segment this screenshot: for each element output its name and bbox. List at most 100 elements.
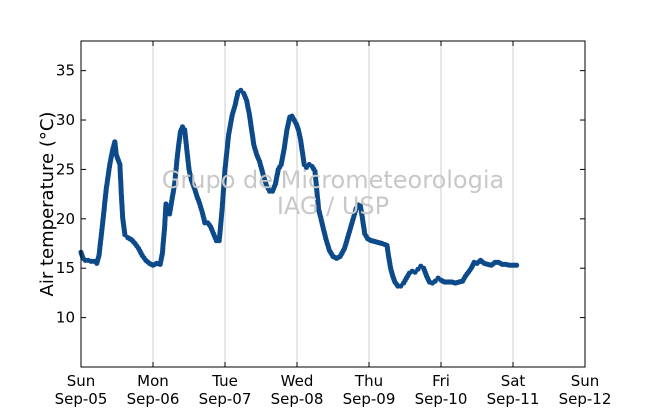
x-axis-ticks: SunSep-05MonSep-06TueSep-07WedSep-08ThuS…	[55, 41, 612, 408]
data-point-interp	[120, 214, 126, 220]
data-point-interp	[168, 200, 174, 206]
data-point-interp	[127, 236, 133, 242]
data-point-interp	[319, 219, 325, 225]
data-point-interp	[345, 233, 351, 239]
data-point-interp	[260, 172, 266, 178]
x-tick-label-date: Sep-10	[415, 390, 468, 408]
data-point-interp	[299, 149, 306, 156]
data-point-interp	[186, 164, 192, 170]
data-point-interp	[297, 134, 303, 140]
data-point-interp	[405, 273, 411, 279]
data-point-interp	[95, 254, 102, 260]
y-tick-label: 20	[56, 210, 75, 228]
data-point-interp	[476, 259, 482, 265]
data-point-interp	[464, 271, 470, 277]
data-point-interp	[246, 110, 252, 116]
data-points	[78, 87, 520, 289]
y-tick-label: 15	[56, 259, 75, 277]
data-point-interp	[115, 156, 121, 162]
data-point-interp	[134, 243, 140, 249]
data-point-interp	[508, 262, 514, 268]
data-point-interp	[159, 253, 165, 259]
data-point-interp	[361, 228, 367, 235]
x-tick-label-day: Sat	[501, 372, 526, 390]
data-point-interp	[193, 191, 199, 197]
data-point-interp	[322, 233, 328, 240]
data-point-interp	[103, 188, 109, 194]
data-point-interp	[206, 222, 212, 228]
data-point-interp	[290, 115, 296, 121]
data-point-interp	[315, 204, 321, 210]
data-point-interp	[391, 277, 397, 283]
x-tick-label-day: Fri	[432, 372, 450, 390]
data-point-interp	[311, 166, 317, 172]
watermark: Grupo de Micrometeorologia IAG / USP	[162, 166, 504, 220]
y-tick-label: 35	[56, 62, 75, 80]
data-point-interp	[164, 203, 170, 210]
y-axis-title: Air temperature (°C)	[37, 112, 58, 297]
x-tick-label-date: Sep-08	[271, 390, 324, 408]
data-point-interp	[178, 126, 184, 132]
data-point-interp	[209, 228, 216, 234]
data-point-interp	[363, 233, 369, 239]
data-point-interp	[295, 125, 301, 131]
data-point-interp	[190, 182, 196, 188]
data-point-interp	[281, 149, 287, 155]
data-point-interp	[263, 181, 269, 187]
data-point-interp	[301, 159, 307, 165]
data-point-interp	[377, 240, 383, 246]
data-point-interp	[467, 267, 473, 273]
data-point-interp	[389, 271, 395, 277]
data-point-interp	[326, 245, 332, 251]
data-point-interp	[116, 159, 122, 166]
data-point-interp	[161, 228, 167, 234]
data-point-interp	[461, 276, 467, 282]
data-point-interp	[292, 119, 298, 125]
data-point-interp	[423, 271, 429, 277]
data-point-interp	[256, 156, 262, 162]
y-axis-ticks: 10 15 20 25 30 35	[56, 62, 585, 327]
data-point-interp	[130, 238, 136, 245]
data-point-interp	[512, 262, 518, 268]
data-point-interp	[248, 125, 254, 131]
x-tick-label-date: Sep-12	[559, 390, 612, 408]
data-point-interp	[225, 134, 231, 140]
data-point-interp	[284, 129, 290, 135]
data-point-interp	[402, 278, 408, 284]
data-point-interp	[201, 217, 207, 224]
x-tick-label-day: Sun	[571, 372, 600, 390]
data-point-interp	[387, 263, 393, 269]
data-point-interp	[271, 183, 277, 190]
grid-lines	[152, 41, 514, 367]
data-point-interp	[199, 208, 205, 214]
data-point-interp	[451, 279, 457, 286]
data-point-interp	[243, 95, 249, 101]
x-tick-label-date: Sep-07	[199, 390, 252, 408]
data-point-interp	[359, 214, 365, 220]
data-point-interp	[174, 154, 180, 160]
data-point-interp	[141, 255, 147, 261]
data-point-interp	[393, 281, 399, 287]
data-point-interp	[222, 169, 228, 175]
data-point-interp	[349, 218, 356, 224]
data-point-interp	[253, 149, 259, 155]
y-tick-label: 25	[56, 160, 75, 178]
data-point-interp	[250, 140, 257, 146]
x-tick-label-date: Sep-05	[55, 390, 108, 408]
x-tick-label-day: Wed	[281, 372, 314, 390]
x-tick-label-day: Mon	[137, 372, 169, 390]
data-point-interp	[385, 250, 391, 256]
data-point-interp	[352, 208, 358, 214]
data-point-interp	[265, 186, 271, 192]
data-point-interp	[443, 279, 449, 285]
data-point-interp	[196, 199, 202, 205]
data-point-interp	[258, 164, 264, 170]
data-point-interp	[106, 164, 113, 170]
data-point-interp	[148, 261, 154, 267]
x-tick-label-date: Sep-06	[127, 390, 180, 408]
data-point-interp	[177, 131, 183, 137]
y-tick-label: 10	[56, 309, 75, 327]
y-tick-label: 30	[56, 111, 75, 129]
data-point-interp	[234, 91, 241, 98]
